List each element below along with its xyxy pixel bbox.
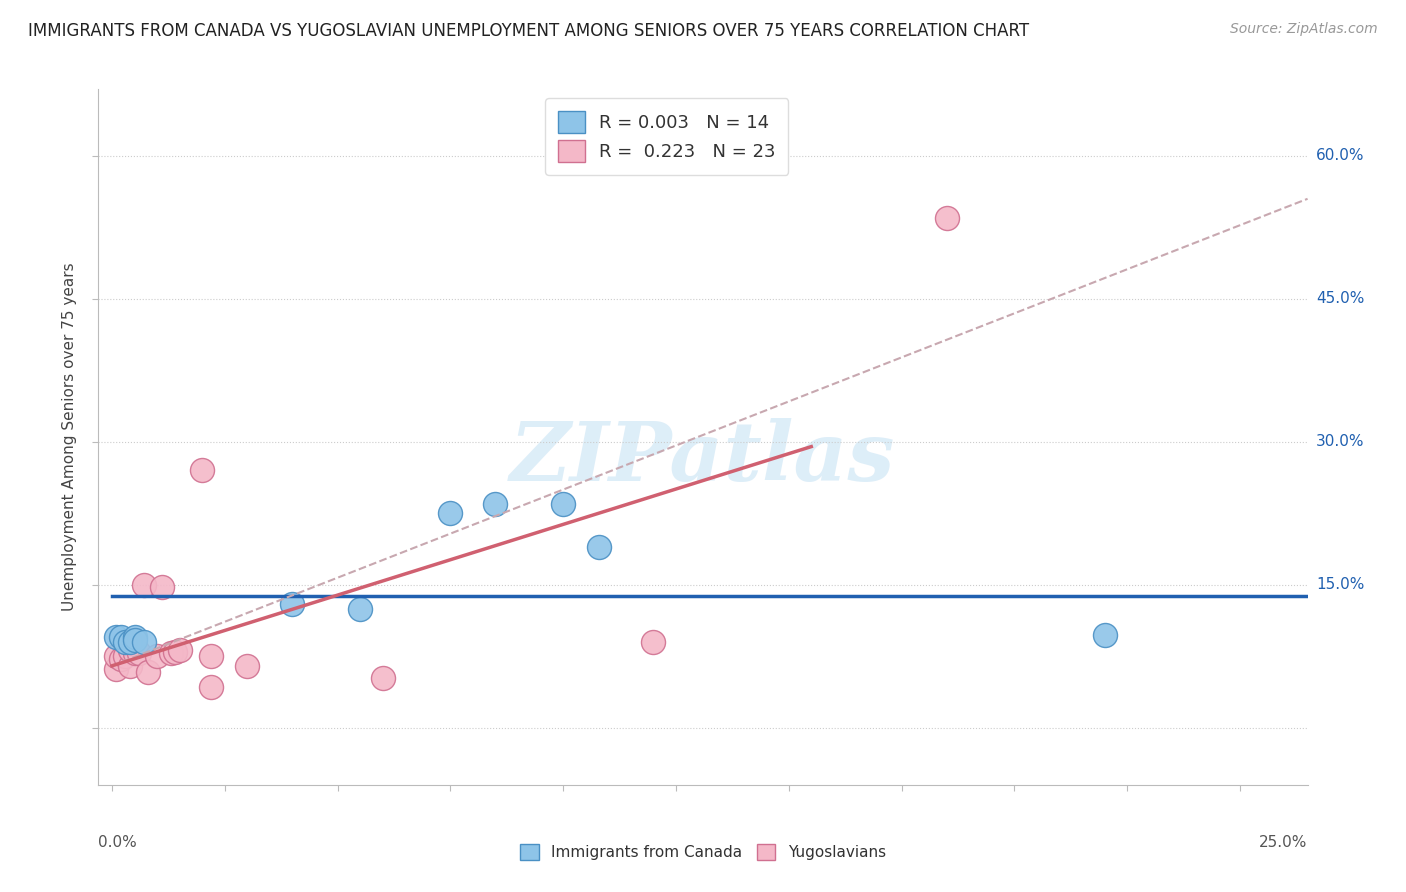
Text: 15.0%: 15.0% [1316,577,1364,592]
Point [484,497,506,511]
Point [439,506,461,520]
Text: 30.0%: 30.0% [1316,434,1364,450]
Point [132,635,155,649]
Point [114,635,136,649]
Point [165,644,187,658]
Point [128,647,150,661]
Point [118,635,141,649]
Text: 60.0%: 60.0% [1316,148,1364,163]
Point [124,647,146,661]
Y-axis label: Unemployment Among Seniors over 75 years: Unemployment Among Seniors over 75 years [62,263,77,611]
Point [110,630,132,644]
Point [146,649,169,664]
Point [118,658,141,673]
Point [136,665,159,680]
Point [124,633,146,648]
Point [200,680,222,694]
Point [553,497,575,511]
Point [159,647,181,661]
Text: 0.0%: 0.0% [98,836,138,850]
Text: 25.0%: 25.0% [1260,836,1308,850]
Point [132,578,155,592]
Point [281,597,304,611]
Point [200,649,222,664]
Point [935,211,957,225]
Point [105,649,128,664]
Point [1094,628,1116,642]
Point [114,649,136,664]
Legend: R = 0.003   N = 14, R =  0.223   N = 23: R = 0.003 N = 14, R = 0.223 N = 23 [546,98,789,175]
Text: 45.0%: 45.0% [1316,292,1364,306]
Text: ZIPatlas: ZIPatlas [510,418,896,498]
Point [150,580,173,594]
Point [191,463,214,477]
Point [169,642,191,657]
Point [124,637,146,651]
Point [110,652,132,666]
Point [371,671,394,685]
Point [588,540,610,554]
Text: IMMIGRANTS FROM CANADA VS YUGOSLAVIAN UNEMPLOYMENT AMONG SENIORS OVER 75 YEARS C: IMMIGRANTS FROM CANADA VS YUGOSLAVIAN UN… [28,22,1029,40]
Point [236,658,259,673]
Text: Source: ZipAtlas.com: Source: ZipAtlas.com [1230,22,1378,37]
Point [105,630,128,644]
Point [118,642,141,657]
Point [349,601,371,615]
Point [105,662,128,676]
Point [643,635,665,649]
Point [124,630,146,644]
